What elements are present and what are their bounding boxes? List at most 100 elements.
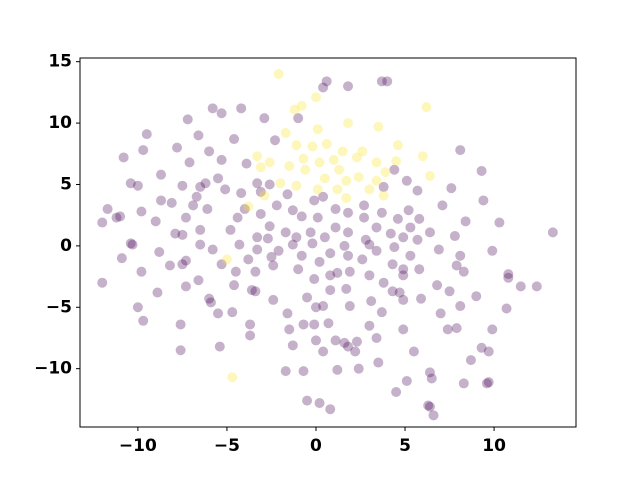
scatter-point xyxy=(387,286,398,297)
scatter-point xyxy=(136,206,147,217)
x-tick-label: −10 xyxy=(119,436,157,456)
scatter-point xyxy=(172,142,183,153)
scatter-point xyxy=(255,208,266,219)
scatter-point xyxy=(343,81,354,92)
scatter-point xyxy=(378,181,389,192)
scatter-point xyxy=(220,184,231,195)
scatter-point xyxy=(371,245,382,256)
scatter-point xyxy=(371,332,382,343)
scatter-point xyxy=(398,294,409,305)
scatter-point xyxy=(503,269,514,280)
scatter-point xyxy=(289,104,300,115)
scatter-point xyxy=(207,244,218,255)
scatter-point xyxy=(191,191,202,202)
scatter-point xyxy=(460,216,471,227)
scatter-point xyxy=(175,345,186,356)
scatter-point xyxy=(389,164,400,175)
scatter-point xyxy=(408,346,419,357)
scatter-point xyxy=(127,239,138,250)
scatter-point xyxy=(414,264,425,275)
scatter-point xyxy=(357,254,368,265)
scatter-point xyxy=(296,100,307,111)
scatter-point xyxy=(282,189,293,200)
scatter-point xyxy=(357,146,368,157)
scatter-point xyxy=(184,157,195,168)
scatter-point xyxy=(291,140,302,151)
scatter-point xyxy=(216,259,227,270)
scatter-point xyxy=(287,205,298,216)
scatter-point xyxy=(391,387,402,398)
scatter-point xyxy=(494,217,505,228)
scatter-point xyxy=(250,286,261,297)
scatter-point xyxy=(394,287,405,298)
scatter-point xyxy=(193,130,204,141)
scatter-point xyxy=(319,232,330,243)
scatter-point xyxy=(291,232,302,243)
plot-frame xyxy=(79,57,577,428)
scatter-point xyxy=(343,207,354,218)
x-tick-label: −5 xyxy=(214,436,240,456)
scatter-point xyxy=(455,301,466,312)
scatter-point xyxy=(401,375,412,386)
scatter-point xyxy=(309,319,320,330)
scatter-point xyxy=(424,401,435,412)
scatter-point xyxy=(417,151,428,162)
scatter-point xyxy=(483,377,494,388)
scatter-point xyxy=(177,259,188,270)
scatter-point xyxy=(426,373,437,384)
scatter-point xyxy=(262,233,273,244)
scatter-point xyxy=(330,222,341,233)
scatter-point xyxy=(213,308,224,319)
scatter-point xyxy=(202,204,213,215)
scatter-point xyxy=(380,167,391,178)
scatter-point xyxy=(314,157,325,168)
scatter-point xyxy=(325,270,336,281)
scatter-point xyxy=(458,378,469,389)
scatter-point xyxy=(234,239,245,250)
scatter-point xyxy=(373,357,384,368)
scatter-point xyxy=(195,224,206,235)
scatter-point xyxy=(332,267,343,278)
scatter-point xyxy=(282,308,293,319)
scatter-point xyxy=(230,266,241,277)
scatter-point xyxy=(332,364,343,375)
scatter-point xyxy=(373,121,384,132)
scatter-point xyxy=(200,178,211,189)
scatter-point xyxy=(371,157,382,168)
scatter-point xyxy=(455,250,466,261)
scatter-point xyxy=(102,204,113,215)
scatter-point xyxy=(334,164,345,175)
scatter-point xyxy=(205,297,216,308)
scatter-point xyxy=(323,318,334,329)
scatter-point xyxy=(284,161,295,172)
scatter-point xyxy=(307,238,318,249)
scatter-point xyxy=(481,378,492,389)
scatter-point xyxy=(483,346,494,357)
scatter-point xyxy=(296,250,307,261)
scatter-point xyxy=(321,76,332,87)
scatter-point xyxy=(227,307,238,318)
y-tick-label: 5 xyxy=(60,174,72,194)
scatter-point xyxy=(280,127,291,138)
scatter-point xyxy=(298,366,309,377)
scatter-point xyxy=(412,234,423,245)
scatter-point xyxy=(111,212,122,223)
scatter-point xyxy=(310,92,321,103)
scatter-point xyxy=(216,108,227,119)
scatter-point xyxy=(325,404,336,415)
scatter-point xyxy=(280,227,291,238)
scatter-point xyxy=(341,192,352,203)
scatter-point xyxy=(364,239,375,250)
scatter-point xyxy=(318,191,329,202)
x-tick-label: 5 xyxy=(399,436,411,456)
scatter-point xyxy=(330,204,341,215)
scatter-point xyxy=(259,190,270,201)
scatter-point xyxy=(405,222,416,233)
scatter-point xyxy=(243,201,254,212)
y-tick-label: −5 xyxy=(46,297,72,317)
scatter-point xyxy=(239,204,250,215)
scatter-point xyxy=(175,319,186,330)
scatter-point xyxy=(246,285,257,296)
